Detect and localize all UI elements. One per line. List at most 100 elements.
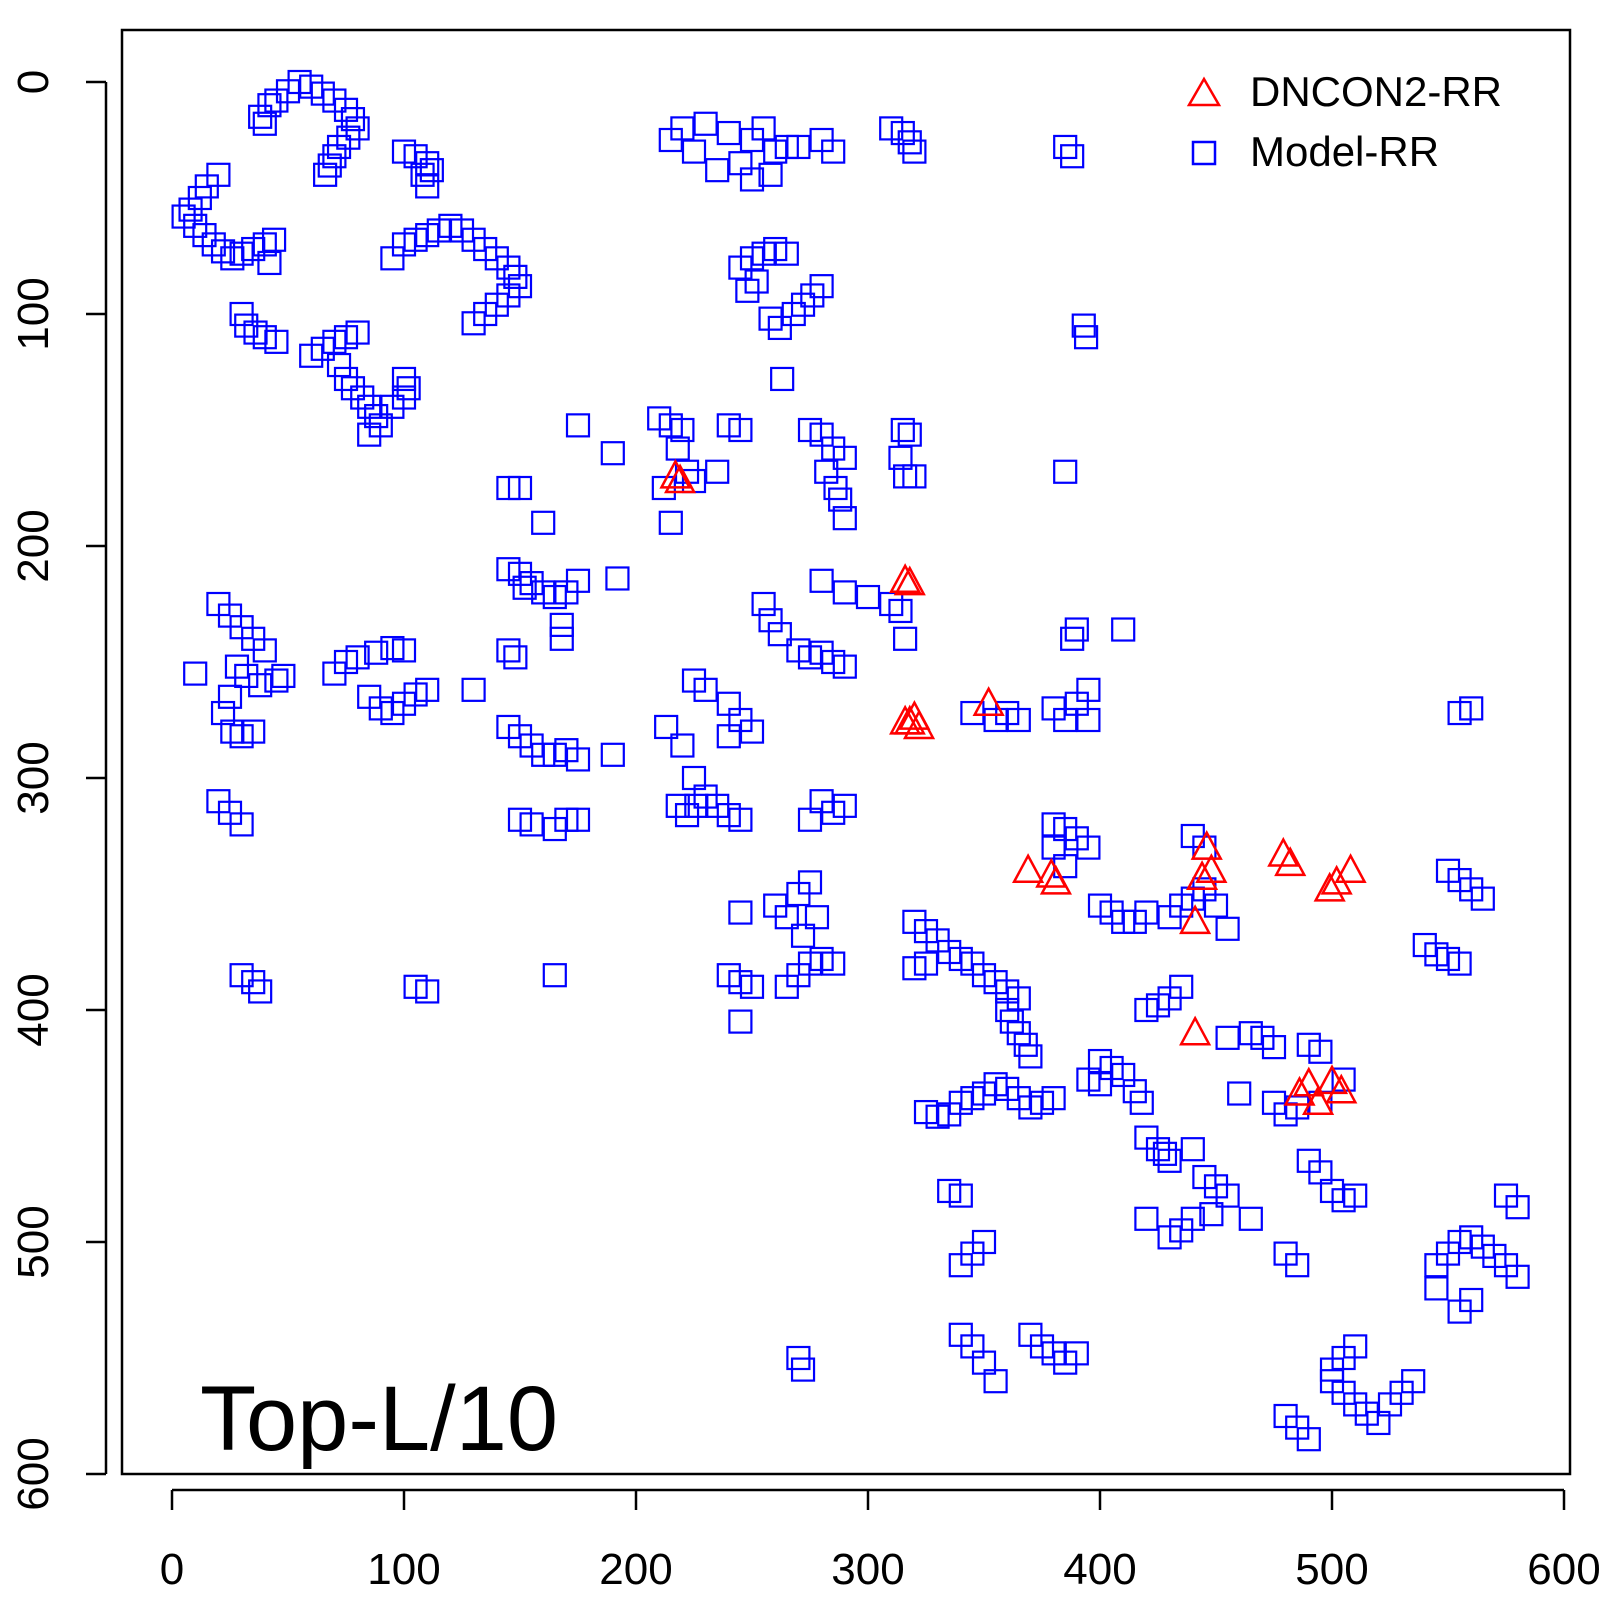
model-rr-point	[252, 638, 277, 663]
model-rr-point	[1076, 707, 1101, 733]
model-rr-point	[1053, 134, 1078, 160]
x-tick-label: 0	[160, 1545, 184, 1594]
model-rr-point	[241, 970, 266, 995]
model-rr-point	[380, 246, 405, 271]
model-rr-point	[565, 747, 591, 772]
chart-annotation: Top-L/10	[200, 1368, 558, 1470]
model-rr-point	[415, 677, 440, 702]
dncon2-rr-point	[972, 686, 1005, 717]
model-rr-point	[716, 120, 741, 146]
y-tick-label: 600	[9, 1437, 58, 1510]
model-rr-point	[1111, 617, 1136, 642]
model-rr-point	[828, 487, 853, 512]
model-rr-point	[913, 1099, 939, 1125]
y-axis: 0 100 200 300 400 500 600	[9, 70, 108, 1511]
model-rr-point	[600, 441, 625, 466]
model-rr-point	[1087, 1072, 1113, 1097]
dncon2-rr-point	[1334, 853, 1367, 884]
model-rr-point	[565, 807, 591, 832]
model-rr-point	[804, 905, 830, 930]
model-rr-point	[888, 445, 913, 470]
model-rr-point	[716, 724, 741, 749]
model-rr-point	[1203, 893, 1229, 918]
y-tick-label: 0	[9, 70, 58, 94]
model-rr-point	[503, 645, 528, 670]
model-rr-point	[183, 213, 208, 238]
x-tick-label: 200	[599, 1545, 672, 1594]
model-rr-point	[264, 88, 289, 113]
model-rr-point	[728, 1009, 753, 1034]
model-rr-point	[705, 459, 730, 484]
model-rr-point	[192, 223, 217, 248]
model-rr-point	[210, 700, 236, 726]
model-rr-point	[739, 974, 765, 999]
dncon2-rr-point	[1267, 836, 1300, 867]
model-rr-point	[1261, 1035, 1287, 1060]
model-rr-point	[605, 566, 630, 591]
model-rr-point	[821, 951, 846, 976]
model-rr-point	[693, 111, 718, 136]
model-rr-point	[1134, 1206, 1159, 1231]
model-rr-point	[1157, 1148, 1182, 1173]
model-rr-point	[600, 742, 625, 767]
model-rr-point	[855, 584, 881, 610]
model-rr-point	[1169, 974, 1194, 999]
model-rr-point	[693, 677, 718, 702]
model-rr-point	[1227, 1081, 1252, 1106]
y-tick-label: 400	[9, 973, 58, 1046]
dncon2-rr-point	[1179, 904, 1212, 935]
model-rr-point	[670, 733, 695, 758]
model-rr-point	[345, 320, 370, 345]
model-rr-point	[948, 1253, 973, 1278]
model-rr-point	[790, 923, 816, 948]
model-rr-point	[751, 116, 776, 141]
legend-triangle-marker	[1186, 76, 1222, 107]
model-rr-point	[364, 403, 389, 429]
model-rr-point	[507, 475, 533, 501]
model-rr-point	[1076, 835, 1101, 860]
model-rr-point	[503, 264, 528, 289]
model-rr-point	[549, 612, 574, 637]
model-rr-point	[248, 979, 273, 1004]
model-rr-point	[350, 385, 375, 410]
model-rr-point	[684, 793, 709, 818]
legend-entry-dncon2-rr: DNCON2-RR	[1186, 68, 1502, 115]
model-rr-point	[336, 125, 361, 150]
legend-entry-model-rr: Model-RR	[1191, 128, 1439, 175]
model-rr-point	[1215, 1025, 1240, 1050]
model-rr-point	[1134, 900, 1159, 925]
model-rr-point	[340, 376, 366, 401]
model-rr-point	[317, 153, 342, 178]
dncon2-rr-point	[1039, 864, 1073, 895]
model-rr-point	[1308, 1039, 1333, 1064]
model-rr-point	[391, 366, 417, 392]
model-rr-point	[264, 329, 289, 354]
dncon2-rr-point	[893, 565, 926, 596]
model-rr-point	[1180, 1137, 1205, 1162]
dncon2-rr-point	[1301, 1085, 1335, 1116]
model-rr-point	[391, 638, 417, 663]
model-rr-point	[396, 376, 421, 401]
model-rr-point	[391, 385, 417, 410]
model-rr-point	[345, 645, 370, 670]
y-tick-label: 500	[9, 1205, 58, 1278]
model-rr-point	[948, 1183, 973, 1208]
x-tick-label: 600	[1527, 1545, 1600, 1594]
data-points	[171, 69, 1530, 1452]
model-rr-point	[326, 352, 352, 378]
model-rr-point	[1505, 1195, 1530, 1220]
model-rr-point	[364, 640, 389, 665]
model-rr-point	[1076, 677, 1101, 702]
model-rr-point	[565, 413, 591, 438]
model-rr-point	[234, 663, 259, 689]
model-rr-point	[542, 963, 567, 988]
model-rr-point	[1157, 1225, 1182, 1250]
model-rr-point	[739, 167, 765, 192]
model-rr-point	[1459, 696, 1484, 721]
x-axis: 0 100 200 300 400 500 600	[160, 1488, 1600, 1594]
model-rr-point	[728, 417, 753, 443]
model-rr-point	[1199, 1202, 1224, 1227]
model-rr-point	[786, 134, 811, 160]
model-rr-point	[800, 283, 825, 308]
model-rr-point	[705, 158, 730, 183]
